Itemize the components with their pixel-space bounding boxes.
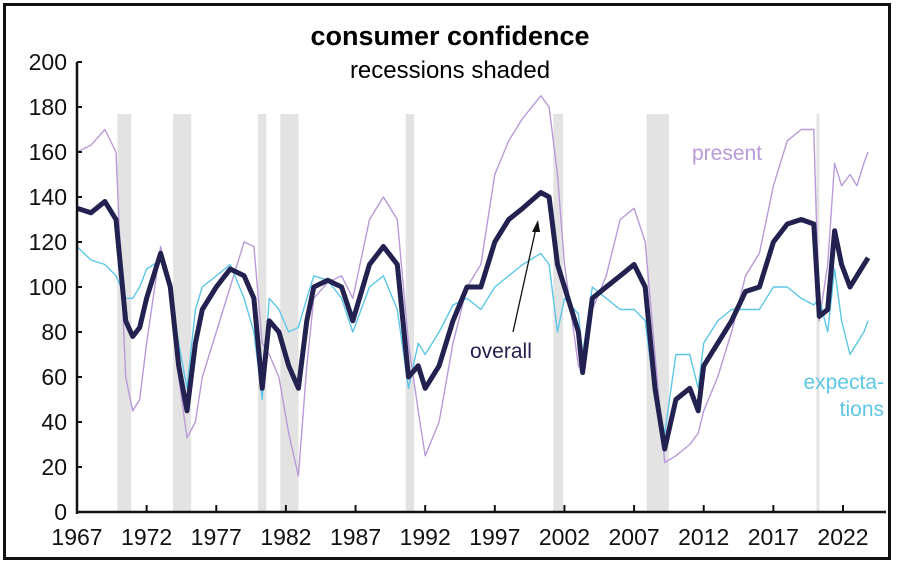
y-tick-label: 60 (41, 364, 67, 390)
series-lines (76, 95, 871, 477)
recession-band (405, 114, 415, 512)
label-expectations-2: tions (840, 398, 884, 421)
x-tick-label: 1997 (469, 524, 520, 550)
series-line-expectations (76, 245, 869, 434)
x-tick-label: 1977 (191, 524, 242, 550)
y-tick-label: 180 (29, 94, 67, 120)
chart-title: consumer confidence (310, 21, 589, 51)
arrow-head-icon (532, 220, 540, 232)
x-tick-label: 2007 (609, 524, 660, 550)
label-present: present (692, 142, 762, 165)
x-tick-label: 1982 (260, 524, 311, 550)
label-overall: overall (470, 340, 532, 363)
recession-band (173, 114, 192, 512)
x-tick-label: 2017 (748, 524, 799, 550)
recession-band (280, 114, 299, 512)
recession-band (258, 114, 267, 512)
recession-band (646, 114, 669, 512)
overall-arrow (512, 227, 537, 333)
x-tick-label: 1967 (51, 524, 102, 550)
y-tick-label: 120 (29, 229, 67, 255)
x-tick-label: 1987 (330, 524, 381, 550)
x-tick-label: 2012 (678, 524, 729, 550)
x-tick-label: 1992 (400, 524, 451, 550)
y-tick-label: 80 (41, 319, 67, 345)
label-expectations-1: expecta- (803, 371, 884, 394)
recession-band (553, 114, 564, 512)
y-tick-label: 0 (54, 499, 67, 525)
y-tick-label: 200 (29, 49, 67, 75)
chart-subtitle: recessions shaded (350, 57, 550, 84)
x-tick-label: 2022 (817, 524, 868, 550)
y-tick-label: 160 (29, 139, 67, 165)
series-line-overall (76, 190, 871, 452)
y-tick-label: 100 (29, 274, 67, 300)
chart-frame (3, 3, 891, 560)
y-tick-label: 140 (29, 184, 67, 210)
y-tick-label: 20 (41, 454, 67, 480)
axes: 0 20 40 60 80 100 120 140 160 180 200 1967 1972 1977 1… (29, 49, 886, 550)
x-tick-label: 1972 (121, 524, 172, 550)
x-tick-label: 2002 (539, 524, 590, 550)
series-line-present (76, 95, 869, 477)
y-tick-label: 40 (41, 409, 67, 435)
